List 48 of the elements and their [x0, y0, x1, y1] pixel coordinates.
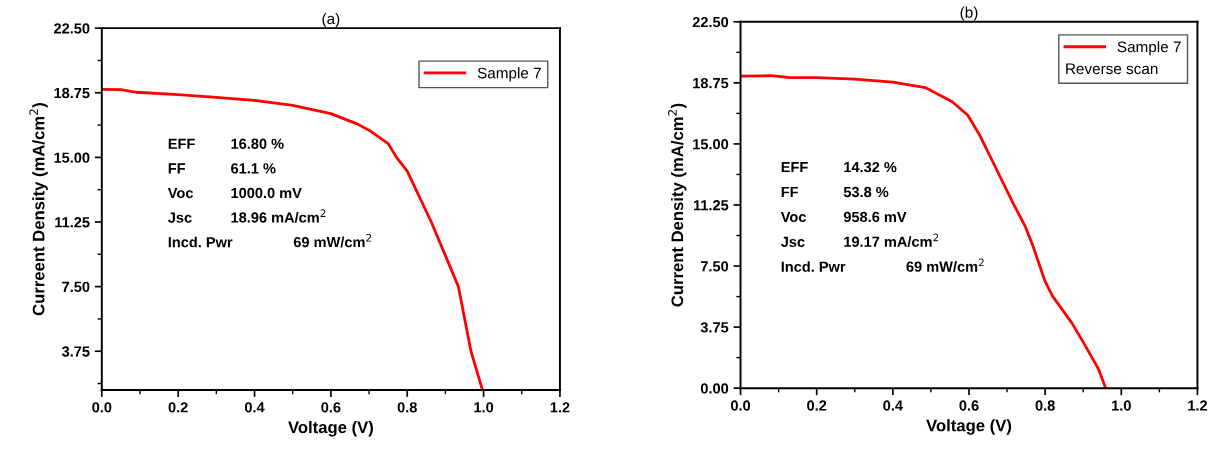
y-tick-label: 7.50: [700, 261, 729, 272]
x-tick-label: 1.0: [1112, 400, 1131, 411]
y-tick-label: 7.50: [62, 281, 90, 293]
x-tick-label: 0.2: [168, 402, 188, 413]
x-axis-title: Voltage (V): [288, 420, 373, 437]
y-tick-label: 11.25: [693, 200, 729, 211]
x-tick-label: 0.4: [883, 400, 903, 411]
y-tick-label: 0.00: [700, 383, 729, 394]
y-tick-label: 22.50: [54, 23, 90, 34]
y-tick-label: 18.75: [54, 87, 90, 99]
y-tick-label: 15.00: [54, 152, 90, 163]
x-tick-label: 0.6: [321, 402, 341, 413]
y-tick-label: 11.25: [55, 217, 90, 228]
y-tick-label: 15.00: [693, 139, 729, 150]
y-axis-title: Current Density (mA/cm$^{2}$): [668, 103, 687, 307]
text: Incd. Pwr 69 mW/cm$^{2}$: [168, 233, 372, 248]
text: Voc 1000.0 mV: [167, 187, 302, 199]
legend-label: Sample 7: [1117, 41, 1181, 56]
text: Jsc 18.96 mA/cm$^{2}$: [168, 209, 326, 223]
x-tick-label: 1.0: [474, 402, 494, 413]
x-axis-title: Voltage (V): [926, 419, 1012, 435]
x-tick-label: 0.0: [730, 400, 751, 411]
text: FF 61.1 %: [168, 163, 276, 174]
y-tick-label: 22.50: [692, 16, 729, 28]
text: Incd. Pwr 69 mW/cm$^{2}$: [781, 258, 984, 272]
line-series: [101, 87, 484, 390]
line-series: [740, 74, 1108, 389]
y-tick-label: 3.75: [61, 346, 90, 357]
legend-label: Sample 7: [477, 67, 541, 82]
chart-title: (a): [322, 12, 340, 28]
x-tick-label: 0.8: [1035, 400, 1055, 411]
text: EFF 14.32 %: [781, 161, 897, 173]
chart-title: (b): [960, 6, 978, 21]
x-tick-label: 1.2: [550, 402, 570, 413]
x-tick-label: 0.2: [807, 400, 827, 411]
text: EFF 16.80 %: [168, 138, 284, 149]
x-tick-label: 0.0: [92, 402, 112, 413]
x-tick-label: 0.4: [244, 402, 265, 413]
x-tick-label: 0.8: [397, 402, 417, 413]
text: Voc 958.6 mV: [780, 211, 907, 223]
x-tick-label: 0.6: [959, 400, 979, 411]
y-tick-label: 18.75: [693, 77, 729, 89]
x-tick-label: 1.2: [1188, 400, 1208, 411]
text: Jsc 19.17 mA/cm$^{2}$: [780, 233, 939, 248]
text: FF 53.8 %: [781, 186, 889, 198]
legend-title: Reverse scan: [1066, 63, 1158, 75]
y-tick-label: 3.75: [700, 322, 729, 333]
y-axis-title: Curreent Density (mA/cm$^{2}$): [29, 103, 48, 316]
